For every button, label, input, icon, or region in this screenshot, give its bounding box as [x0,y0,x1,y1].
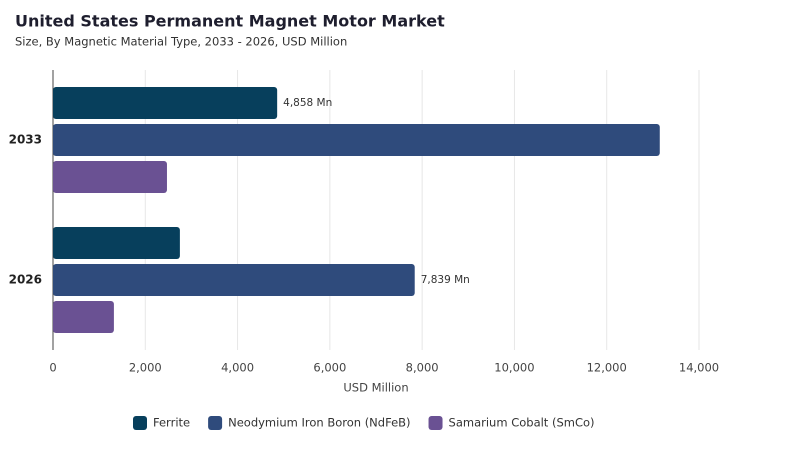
x-axis-title: USD Million [343,381,408,395]
x-tick-label: 10,000 [494,361,534,375]
legend-label: Ferrite [153,416,190,430]
chart-title: United States Permanent Magnet Motor Mar… [15,12,445,31]
x-tick-label: 14,000 [679,361,719,375]
x-tick-label: 0 [49,361,56,375]
value-label: 4,858 Mn [283,97,332,109]
chart-subtitle: Size, By Magnetic Material Type, 2033 - … [15,35,347,49]
legend-swatch [133,416,147,430]
x-tick-label: 6,000 [313,361,346,375]
value-label: 7,839 Mn [421,274,470,286]
y-tick-label: 2033 [9,133,42,147]
legend-swatch [208,416,223,430]
bar [53,264,415,296]
x-tick-label: 8,000 [406,361,439,375]
x-tick-label: 4,000 [221,361,254,375]
bar [53,87,278,119]
bar [53,161,167,193]
bar [53,227,180,259]
bar [53,124,660,156]
x-tick-label: 12,000 [587,361,627,375]
bar [53,301,114,333]
legend-label: Samarium Cobalt (SmCo) [449,416,595,430]
legend-label: Neodymium Iron Boron (NdFeB) [228,416,410,430]
x-tick-label: 2,000 [129,361,162,375]
legend-swatch [428,416,443,430]
y-tick-label: 2026 [9,273,42,287]
